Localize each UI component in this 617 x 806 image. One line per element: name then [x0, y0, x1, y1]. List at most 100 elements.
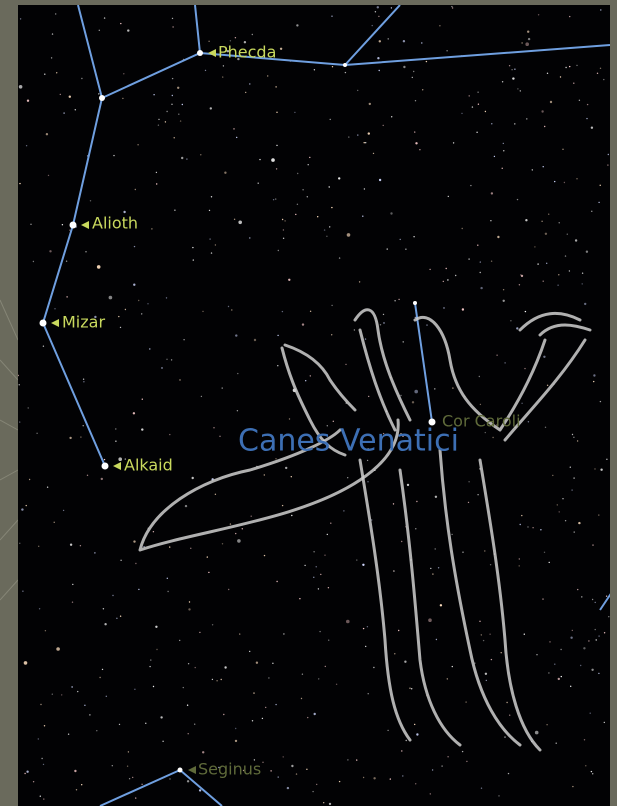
background-star [479, 376, 480, 377]
background-star [179, 640, 180, 641]
background-star [307, 196, 308, 197]
background-star [498, 795, 499, 796]
background-star [40, 704, 41, 705]
background-star [387, 248, 388, 249]
background-star [338, 177, 340, 179]
background-star [528, 421, 529, 422]
background-star [415, 783, 416, 784]
background-star [576, 178, 577, 179]
background-star [215, 244, 216, 245]
background-star [570, 686, 571, 687]
background-star [119, 724, 120, 725]
background-star [331, 207, 332, 208]
background-star [532, 169, 533, 170]
background-star [169, 778, 170, 779]
background-star [239, 633, 240, 634]
background-star [282, 505, 283, 506]
background-star [324, 555, 325, 556]
background-star [569, 16, 570, 17]
background-star [249, 651, 250, 652]
background-star [192, 477, 194, 479]
background-star [476, 132, 477, 133]
background-star [84, 705, 85, 706]
background-star [514, 69, 515, 70]
background-star [21, 508, 23, 510]
background-star [210, 107, 212, 109]
background-star [183, 687, 184, 688]
background-star [319, 631, 320, 632]
background-star [89, 714, 90, 715]
background-star [447, 678, 448, 679]
background-star [85, 251, 86, 252]
background-star [56, 647, 60, 651]
background-star [192, 247, 193, 248]
background-star [480, 287, 482, 289]
background-star [83, 379, 84, 380]
background-star [339, 257, 340, 258]
background-star [104, 623, 106, 625]
background-star [447, 279, 448, 280]
background-star [593, 381, 594, 382]
background-star [373, 667, 374, 668]
background-star [331, 305, 332, 306]
background-star [19, 421, 20, 422]
background-star [137, 144, 138, 145]
background-star [331, 334, 332, 335]
background-star [166, 297, 167, 298]
background-star [368, 396, 369, 397]
background-star [45, 630, 46, 631]
background-star [276, 145, 277, 146]
background-star [472, 106, 473, 107]
background-star [343, 510, 344, 511]
background-star [592, 773, 593, 774]
background-star [253, 692, 254, 693]
background-star [262, 762, 263, 763]
background-star [166, 359, 167, 360]
background-star [318, 588, 319, 589]
background-star [560, 649, 561, 650]
background-star [428, 618, 432, 622]
background-star [510, 320, 511, 321]
background-star [600, 185, 601, 186]
background-star [398, 299, 399, 300]
background-star [548, 214, 549, 215]
background-star [559, 511, 560, 512]
background-star [69, 96, 71, 98]
background-star [231, 309, 232, 310]
background-star [245, 92, 246, 93]
background-star [265, 707, 266, 708]
background-star [26, 145, 27, 146]
background-star [90, 200, 91, 201]
background-star [502, 168, 503, 169]
background-star [188, 663, 189, 664]
background-star [224, 172, 226, 174]
background-star [543, 356, 545, 358]
background-star [273, 199, 274, 200]
background-star [236, 137, 237, 138]
background-star [606, 459, 607, 460]
background-star [296, 773, 297, 774]
background-star [171, 359, 172, 360]
background-star [542, 598, 543, 599]
star-label: Mizar [62, 313, 105, 332]
background-star [309, 157, 310, 158]
background-star [544, 126, 545, 127]
background-star [153, 531, 154, 532]
background-star [414, 724, 415, 725]
background-star [185, 505, 187, 507]
background-star [66, 296, 67, 297]
background-star [326, 236, 327, 237]
background-star [346, 620, 350, 624]
background-star [302, 674, 303, 675]
star-label: Alkaid [124, 456, 173, 475]
background-star [586, 118, 587, 119]
background-star [394, 300, 395, 301]
background-star [329, 803, 331, 805]
background-star [202, 751, 204, 753]
background-star [345, 72, 346, 73]
background-star [546, 724, 547, 725]
background-star [104, 17, 105, 18]
background-star [481, 788, 482, 789]
background-star [213, 427, 214, 428]
background-star [296, 24, 298, 26]
